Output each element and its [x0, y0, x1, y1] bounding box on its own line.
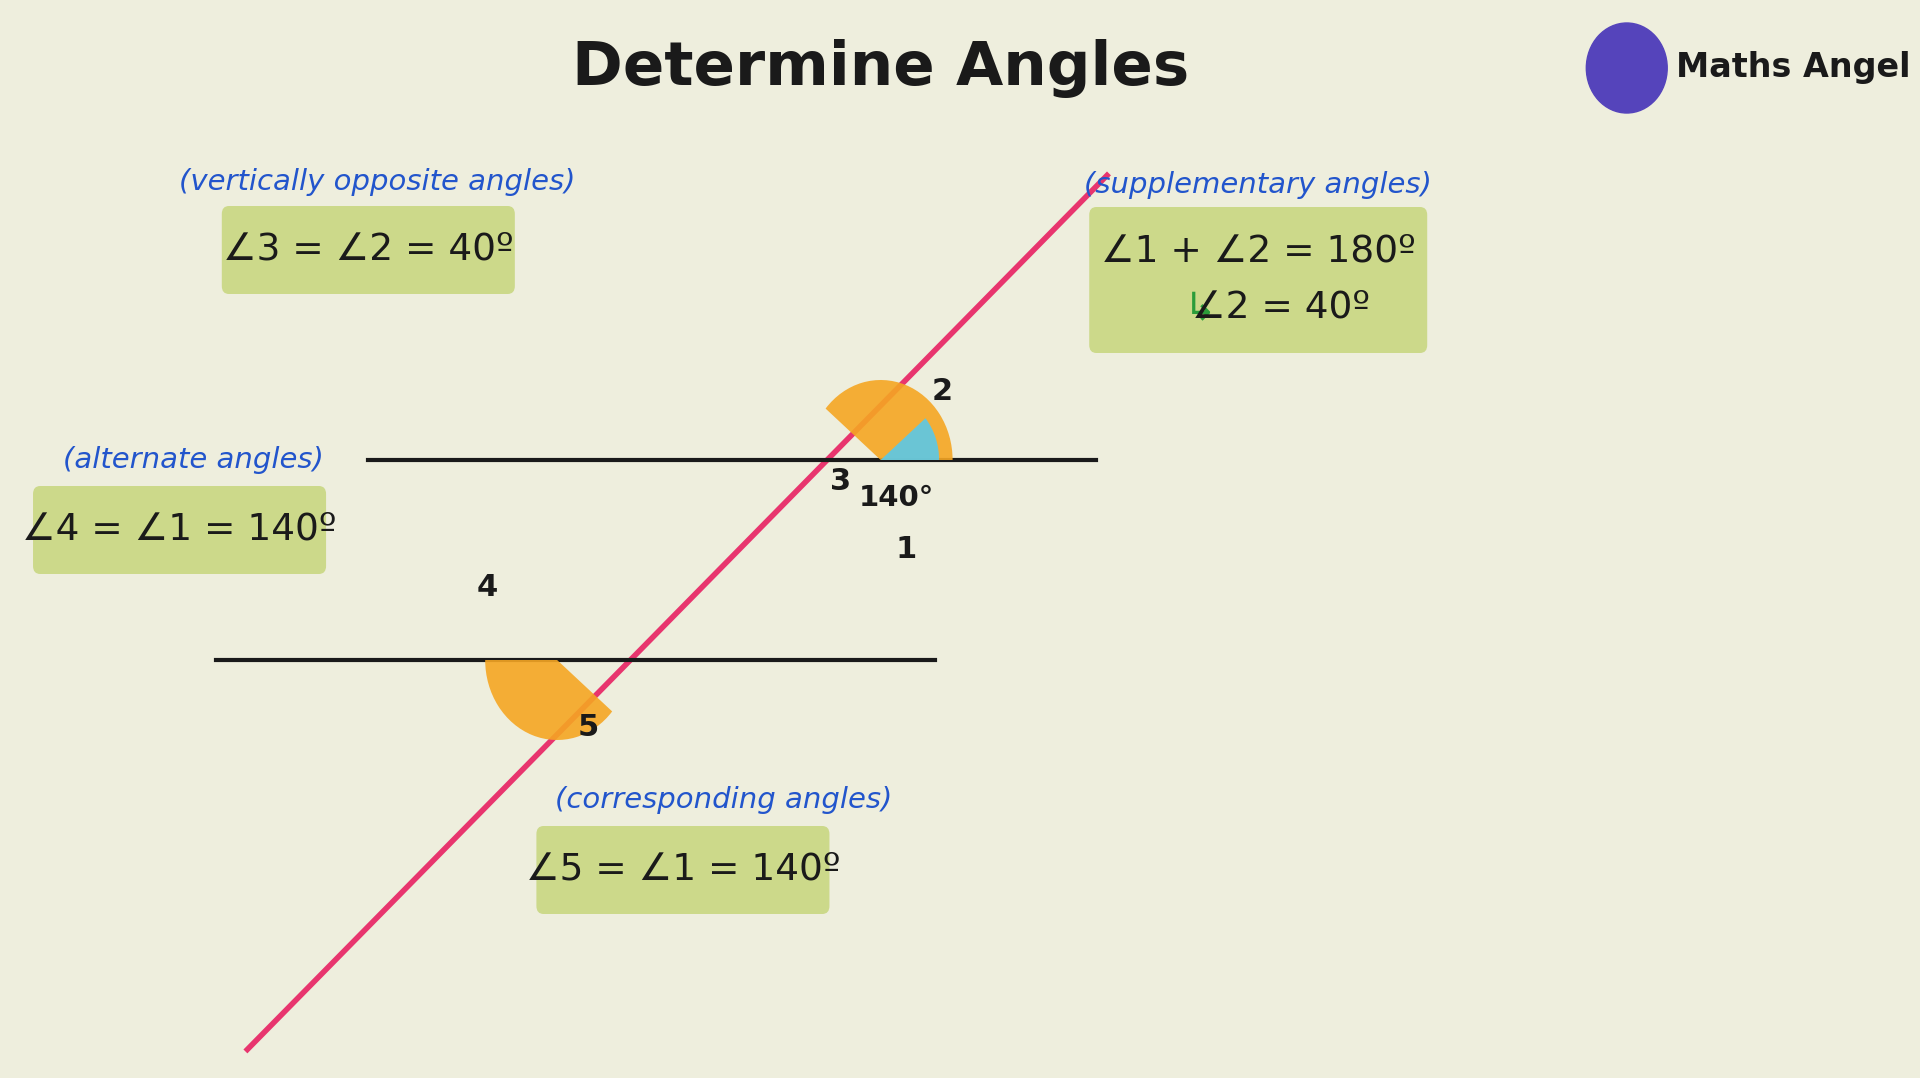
- Text: (alternate angles): (alternate angles): [63, 446, 323, 474]
- Text: 1: 1: [895, 536, 916, 565]
- FancyBboxPatch shape: [1089, 207, 1427, 353]
- Text: ∠3 = ∠2 = 40º: ∠3 = ∠2 = 40º: [223, 232, 515, 268]
- Wedge shape: [826, 381, 952, 460]
- Text: Maths Angel: Maths Angel: [1676, 52, 1910, 84]
- Text: 2: 2: [931, 377, 952, 406]
- FancyBboxPatch shape: [33, 486, 326, 573]
- Text: 3: 3: [829, 468, 851, 497]
- Text: ∠5 = ∠1 = 140º: ∠5 = ∠1 = 140º: [526, 852, 841, 888]
- Text: 140°: 140°: [860, 484, 935, 512]
- Text: (supplementary angles): (supplementary angles): [1085, 171, 1432, 199]
- Wedge shape: [881, 418, 939, 460]
- Wedge shape: [486, 660, 612, 740]
- Circle shape: [1586, 23, 1667, 113]
- Text: Determine Angles: Determine Angles: [572, 39, 1188, 97]
- Text: ∠4 = ∠1 = 140º: ∠4 = ∠1 = 140º: [23, 512, 336, 548]
- Text: ∠1 + ∠2 = 180º: ∠1 + ∠2 = 180º: [1100, 234, 1415, 270]
- Text: 5: 5: [578, 714, 599, 743]
- Text: (vertically opposite angles): (vertically opposite angles): [179, 168, 576, 196]
- FancyBboxPatch shape: [536, 826, 829, 914]
- Text: (corresponding angles): (corresponding angles): [555, 786, 893, 814]
- FancyBboxPatch shape: [223, 206, 515, 294]
- Text: 4: 4: [476, 573, 497, 603]
- Text: ↳: ↳: [1183, 289, 1215, 327]
- Text: ∠2 = 40º: ∠2 = 40º: [1192, 290, 1369, 326]
